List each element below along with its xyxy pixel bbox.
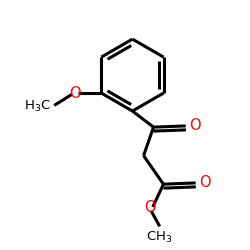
Text: O: O (189, 118, 201, 134)
Text: O: O (144, 200, 156, 215)
Text: H$_3$C: H$_3$C (24, 99, 50, 114)
Text: CH$_3$: CH$_3$ (146, 230, 173, 245)
Text: O: O (70, 86, 81, 100)
Text: O: O (199, 176, 211, 190)
